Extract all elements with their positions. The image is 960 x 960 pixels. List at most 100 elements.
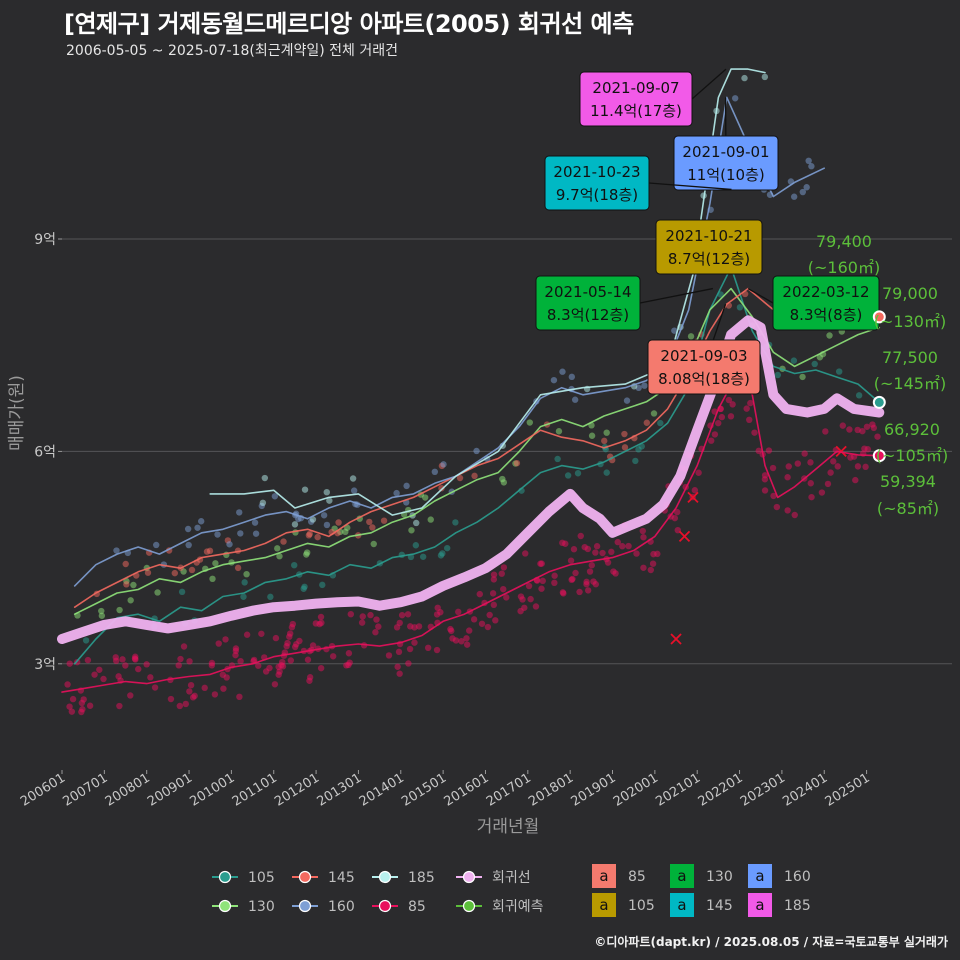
scatter-point-105 — [574, 470, 582, 477]
scatter-point-130 — [408, 527, 415, 534]
series-line-105 — [73, 266, 881, 665]
scatter-point-85 — [317, 613, 325, 621]
scatter-point-85 — [68, 708, 76, 715]
scatter-point-130 — [344, 524, 351, 531]
scatter-point-85 — [874, 433, 881, 440]
scatter-point-85 — [316, 620, 323, 628]
scatter-point-85 — [385, 652, 393, 659]
scatter-point-85 — [862, 463, 869, 471]
callout-box — [535, 275, 641, 331]
forecast-area: (~130㎡) — [874, 312, 946, 331]
forecast-point-marker — [872, 395, 886, 409]
callout-date: 2021-09-03 — [660, 347, 747, 365]
scatter-point-85 — [463, 641, 471, 648]
scatter-point-130 — [555, 428, 563, 435]
series-line-145 — [73, 287, 881, 608]
scatter-point-130 — [276, 553, 283, 560]
scatter-point-160 — [237, 530, 244, 537]
legend-key-dot — [378, 899, 392, 913]
scatter-point-85 — [447, 625, 454, 633]
legend-key-dot — [462, 899, 476, 913]
scatter-point-160 — [236, 509, 243, 516]
scatter-point-85 — [861, 445, 868, 452]
legend-label: 145 — [328, 870, 355, 886]
scatter-point-85 — [834, 463, 841, 470]
scatter-point-85 — [255, 662, 262, 669]
scatter-point-85 — [610, 568, 617, 575]
scatter-point-185 — [301, 486, 309, 493]
scatter-point-130 — [603, 429, 610, 436]
scatter-point-85 — [490, 576, 498, 583]
scatter-point-160 — [252, 530, 260, 537]
scatter-point-85 — [761, 476, 769, 483]
scatter-point-85 — [773, 503, 781, 511]
scatter-point-85 — [287, 657, 295, 664]
scatter-point-160 — [431, 468, 439, 476]
scatter-point-185 — [413, 519, 420, 527]
scatter-point-160 — [799, 188, 807, 196]
x-tick-label: 201001 — [187, 771, 237, 810]
scatter-point-85 — [275, 663, 282, 671]
scatter-point-85 — [359, 613, 366, 620]
scatter-point-85 — [100, 675, 107, 683]
scatter-point-85 — [715, 419, 722, 427]
scatter-point-105 — [319, 581, 326, 589]
scatter-point-85 — [180, 643, 188, 650]
scatter-point-85 — [463, 635, 470, 642]
x-axis-label: 거래년월 — [477, 817, 540, 837]
scatter-point-85 — [271, 681, 279, 688]
forecast-value: 79,000 — [882, 284, 938, 303]
callout-date: 2022-03-12 — [782, 283, 869, 301]
scatter-point-185 — [261, 474, 269, 482]
legend-box-glyph: a — [755, 867, 764, 885]
scatter-point-85 — [824, 480, 832, 488]
scatter-point-85 — [187, 681, 195, 689]
scatter-point-105 — [790, 357, 798, 364]
callout-price: 11억(10층) — [687, 166, 764, 184]
scatter-point-160 — [473, 447, 480, 455]
scatter-point-85 — [729, 401, 736, 408]
scatter-point-85 — [304, 656, 312, 663]
scatter-point-185 — [323, 488, 330, 496]
scatter-point-160 — [185, 541, 192, 549]
callout-box — [647, 339, 761, 395]
scatter-point-145 — [601, 437, 608, 445]
legend-box-glyph: a — [755, 896, 764, 914]
series-line-회귀선 — [57, 315, 885, 644]
scatter-point-85 — [743, 405, 750, 412]
scatter-point-185 — [259, 499, 267, 507]
scatter-point-85 — [746, 416, 753, 424]
forecast-point-marker — [872, 449, 886, 463]
x-tick-label: 202101 — [653, 771, 703, 810]
x-tick-label: 201701 — [484, 771, 534, 810]
callout-price: 8.7억(12층) — [668, 250, 750, 268]
scatter-point-85 — [449, 635, 456, 642]
legend-box-label: 105 — [628, 898, 655, 914]
scatter-point-105 — [82, 637, 90, 644]
scatter-point-130 — [500, 479, 508, 486]
scatter-point-85 — [96, 666, 103, 673]
scatter-point-185 — [761, 73, 769, 81]
scatter-point-85 — [317, 664, 325, 672]
scatter-point-85 — [492, 617, 499, 624]
scatter-point-85 — [176, 702, 184, 710]
scatter-point-160 — [113, 547, 120, 554]
series-line-130 — [73, 287, 881, 615]
scatter-point-160 — [808, 163, 815, 170]
x-tick-label: 202501 — [823, 771, 873, 810]
scatter-point-85 — [175, 662, 182, 669]
scatter-point-85 — [262, 668, 270, 675]
scatter-point-85 — [671, 514, 679, 522]
scatter-point-160 — [559, 368, 566, 375]
scatter-point-85 — [486, 611, 493, 619]
scatter-point-85 — [373, 616, 380, 623]
legend-box-label: 145 — [706, 898, 733, 914]
scatter-point-85 — [132, 653, 139, 660]
scatter-point-130 — [650, 410, 658, 417]
x-tick-label: 201601 — [442, 771, 492, 810]
scatter-point-85 — [91, 671, 98, 678]
scatter-point-85 — [551, 572, 558, 579]
scatter-point-85 — [211, 691, 219, 698]
scatter-point-85 — [619, 543, 626, 550]
scatter-point-85 — [345, 650, 353, 657]
